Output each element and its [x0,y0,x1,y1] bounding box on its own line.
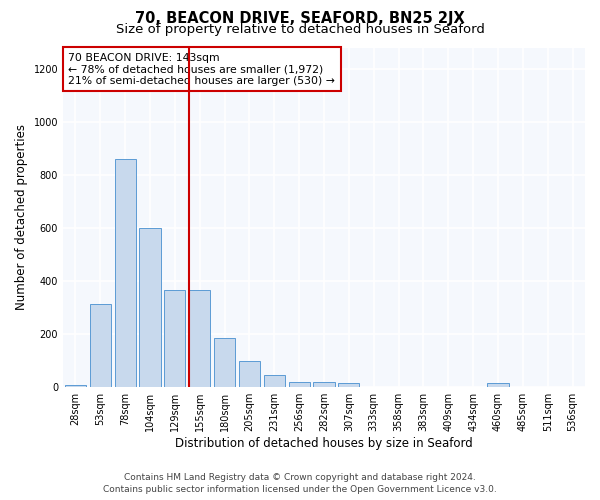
Bar [189,290,211,387]
Bar [239,360,260,387]
Bar [338,383,359,387]
Bar [115,159,136,387]
Text: Contains HM Land Registry data © Crown copyright and database right 2024.
Contai: Contains HM Land Registry data © Crown c… [103,472,497,494]
Bar [313,382,335,387]
Bar [164,290,185,387]
Bar [487,383,509,387]
Bar [139,228,161,387]
Bar [214,338,235,387]
Y-axis label: Number of detached properties: Number of detached properties [15,124,28,310]
Bar [264,376,285,387]
Text: 70, BEACON DRIVE, SEAFORD, BN25 2JX: 70, BEACON DRIVE, SEAFORD, BN25 2JX [135,11,465,26]
X-axis label: Distribution of detached houses by size in Seaford: Distribution of detached houses by size … [175,437,473,450]
Bar [90,304,111,387]
Bar [65,384,86,387]
Bar [289,382,310,387]
Text: Size of property relative to detached houses in Seaford: Size of property relative to detached ho… [116,22,484,36]
Text: 70 BEACON DRIVE: 143sqm
← 78% of detached houses are smaller (1,972)
21% of semi: 70 BEACON DRIVE: 143sqm ← 78% of detache… [68,52,335,86]
